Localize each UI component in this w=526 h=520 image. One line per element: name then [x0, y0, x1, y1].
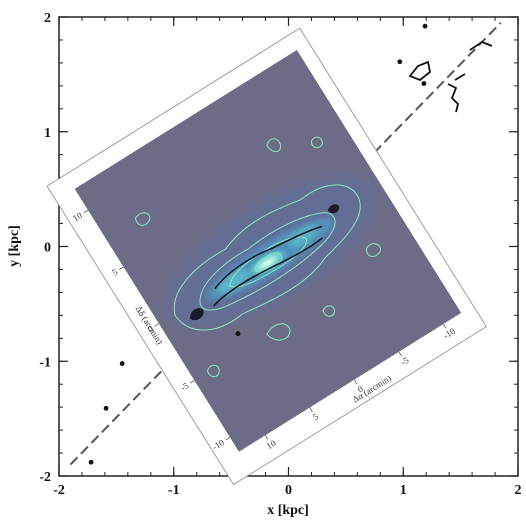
y-tick-label: 2 [44, 11, 51, 26]
x-tick-label: 2 [515, 483, 522, 498]
inset-alpha-tick [309, 407, 313, 412]
dark-blob [189, 308, 204, 321]
inset-delta-tick [225, 436, 231, 441]
point-marker [119, 361, 125, 366]
contour-island [134, 212, 151, 226]
emission-knot [218, 269, 250, 294]
dark-contour [214, 225, 323, 290]
contour-outer [173, 184, 361, 331]
y-axis-label: y [kpc] [7, 225, 22, 267]
x-tick-label: 1 [400, 483, 407, 498]
contour-inner [229, 236, 308, 288]
contour-island [366, 243, 381, 257]
contour-island [206, 364, 220, 378]
x-tick-label: 0 [285, 483, 292, 498]
inset-delta-tick [119, 266, 124, 270]
inset-alpha-tick-label: 5 [311, 411, 321, 422]
inset-alpha-tick-label: 0 [356, 383, 366, 394]
point-marker [103, 405, 109, 411]
outer-contour [447, 83, 459, 113]
axis-ticks: -2 -1 0 1 2 -2 -1 0 1 2 [39, 11, 521, 498]
x-axis-label: x [kpc] [267, 503, 309, 518]
outer-contour [454, 73, 466, 81]
point-markers [88, 23, 428, 465]
contour-mid [199, 212, 336, 311]
inset-delta-tick [83, 209, 89, 214]
x-tick-label: -1 [168, 483, 180, 498]
contour-island [322, 305, 336, 317]
y-tick-label: -2 [39, 470, 51, 485]
outer-contour [469, 40, 493, 51]
point-marker [421, 81, 427, 86]
point-marker [88, 459, 94, 465]
inset-dark-contours [189, 204, 340, 321]
dark-contour [213, 237, 323, 307]
inset-delta-tick [154, 323, 160, 327]
x-tick-label: -2 [53, 483, 65, 498]
y-tick-label: 1 [44, 126, 51, 141]
outer-contours [408, 40, 493, 113]
inset-alpha-tick [264, 435, 269, 440]
point-marker [422, 23, 428, 29]
y-tick-label: 0 [44, 241, 51, 256]
inset-alpha-tick [353, 379, 358, 385]
dark-blob [327, 204, 340, 214]
contour-island [266, 323, 291, 341]
point-marker [397, 59, 403, 65]
inset-alpha-tick [398, 351, 402, 357]
inset-delta-tick-label: 5 [110, 267, 120, 278]
inset-delta-tick-label: 0 [146, 323, 156, 334]
contour-island [266, 138, 282, 153]
contour-island [310, 136, 323, 149]
emission-core [239, 242, 296, 284]
outer-contour [408, 60, 431, 82]
point-marker [235, 331, 241, 337]
inset-alpha-tick [443, 323, 447, 329]
inset-contours [134, 136, 381, 378]
inset-delta-tick [190, 380, 195, 384]
y-tick-label: -1 [39, 355, 51, 370]
